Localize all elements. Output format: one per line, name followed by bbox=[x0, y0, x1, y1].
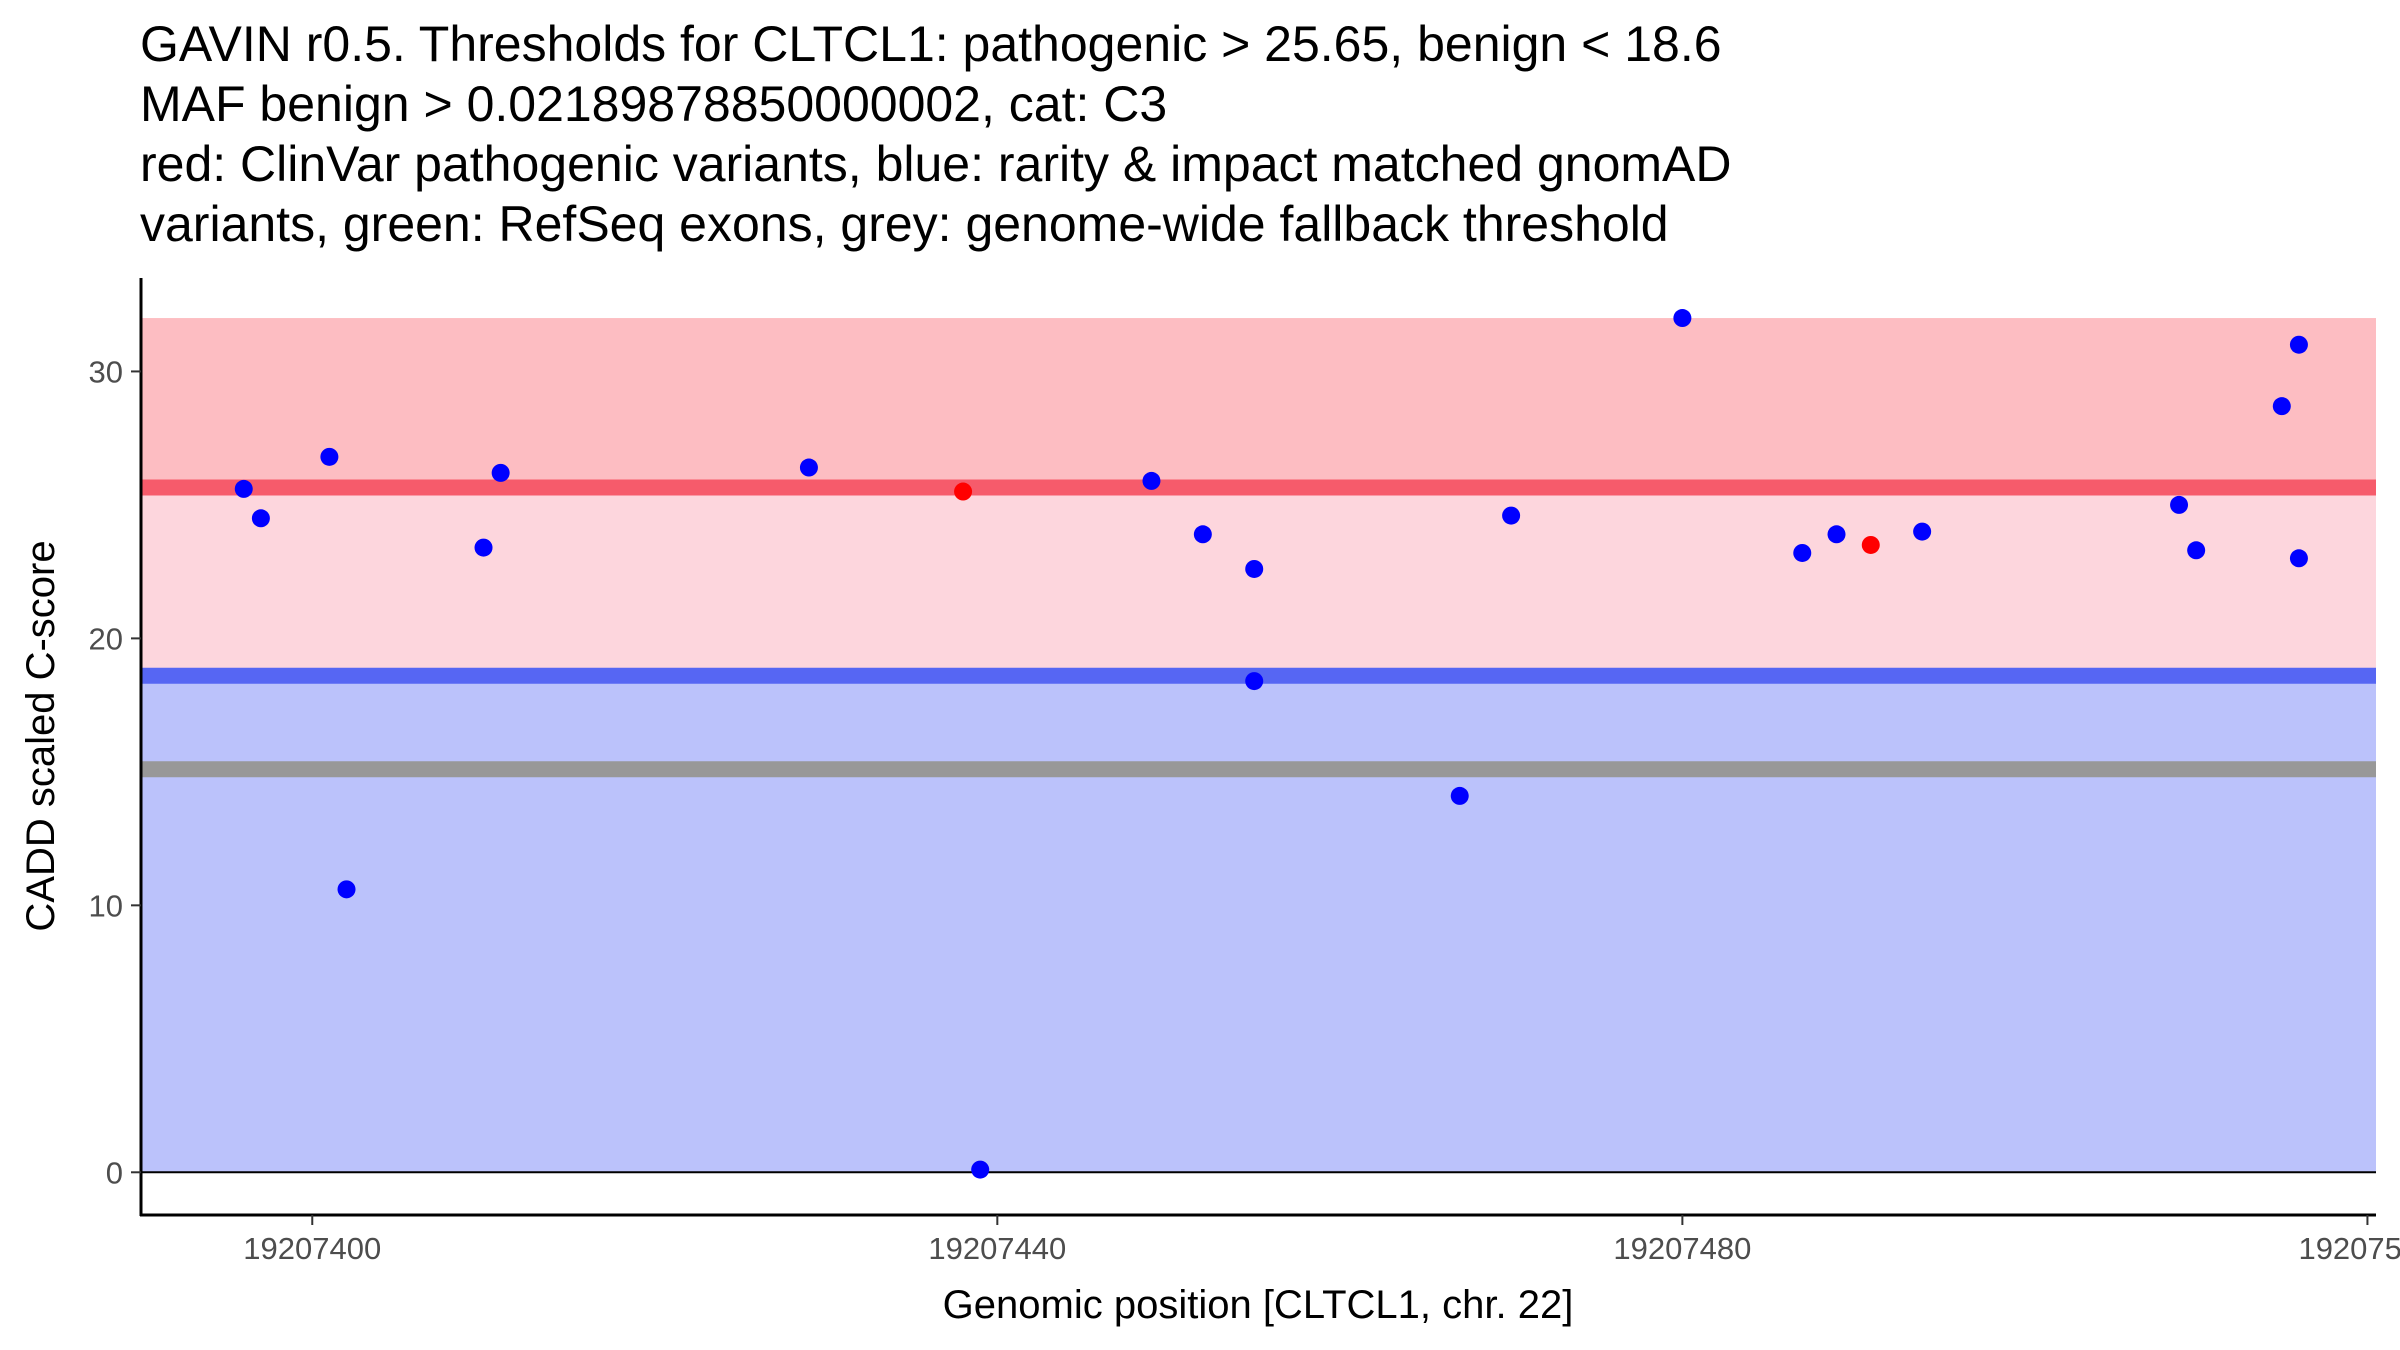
point-gnomad-matched-5 bbox=[491, 463, 510, 482]
data-points bbox=[234, 309, 2308, 1179]
point-gnomad-matched-15 bbox=[1793, 543, 1812, 562]
chart-title: GAVIN r0.5. Thresholds for CLTCL1: patho… bbox=[140, 14, 2380, 254]
point-gnomad-matched-17 bbox=[1913, 522, 1932, 541]
point-gnomad-matched-20 bbox=[2272, 397, 2291, 416]
point-gnomad-matched-6 bbox=[799, 458, 818, 477]
point-gnomad-matched-8 bbox=[1142, 471, 1161, 490]
title-line-3: red: ClinVar pathogenic variants, blue: … bbox=[140, 136, 1732, 192]
point-gnomad-matched-22 bbox=[2289, 549, 2308, 568]
intermediate-zone bbox=[141, 487, 2376, 676]
x-tick-label-19207480: 19207480 bbox=[1613, 1231, 1751, 1266]
point-gnomad-matched-10 bbox=[1245, 559, 1264, 578]
point-gnomad-matched-4 bbox=[474, 538, 493, 557]
point-clinvar-pathogenic-0 bbox=[954, 482, 973, 501]
point-gnomad-matched-1 bbox=[251, 509, 270, 528]
point-gnomad-matched-2 bbox=[320, 447, 339, 466]
point-gnomad-matched-3 bbox=[337, 880, 356, 899]
point-gnomad-matched-11 bbox=[1245, 672, 1264, 691]
point-gnomad-matched-7 bbox=[971, 1160, 990, 1179]
point-clinvar-pathogenic-1 bbox=[1861, 535, 1880, 554]
point-gnomad-matched-18 bbox=[2170, 495, 2189, 514]
x-tick-label-19207400: 19207400 bbox=[243, 1231, 381, 1266]
point-gnomad-matched-14 bbox=[1673, 309, 1692, 328]
x-tick-label-19207440: 19207440 bbox=[928, 1231, 1066, 1266]
axes: 0 10 20 30 19207400 19207440 19207480 19207520 bbox=[89, 278, 2400, 1266]
y-tick-label-0: 0 bbox=[106, 1155, 123, 1190]
point-gnomad-matched-13 bbox=[1502, 506, 1521, 525]
y-axis-title: CADD scaled C-score bbox=[19, 540, 63, 931]
y-tick-label-20: 20 bbox=[89, 621, 123, 656]
title-line-1: GAVIN r0.5. Thresholds for CLTCL1: patho… bbox=[140, 16, 1722, 72]
x-axis-title: Genomic position [CLTCL1, chr. 22] bbox=[943, 1283, 1574, 1327]
point-gnomad-matched-21 bbox=[2289, 335, 2308, 354]
pathogenic-zone bbox=[141, 318, 2376, 488]
y-tick-label-30: 30 bbox=[89, 354, 123, 389]
title-line-2: MAF benign > 0.02189878850000002, cat: C… bbox=[140, 76, 1168, 132]
title-line-4: variants, green: RefSeq exons, grey: gen… bbox=[140, 196, 1669, 252]
benign-zone bbox=[141, 675, 2376, 1173]
y-tick-label-10: 10 bbox=[89, 888, 123, 923]
point-gnomad-matched-16 bbox=[1827, 525, 1846, 544]
threshold-bands bbox=[141, 318, 2376, 1173]
point-gnomad-matched-9 bbox=[1193, 525, 1212, 544]
x-tick-label-19207520: 19207520 bbox=[2298, 1231, 2400, 1266]
point-gnomad-matched-19 bbox=[2187, 541, 2206, 560]
point-gnomad-matched-0 bbox=[234, 479, 253, 498]
point-gnomad-matched-12 bbox=[1450, 786, 1469, 805]
